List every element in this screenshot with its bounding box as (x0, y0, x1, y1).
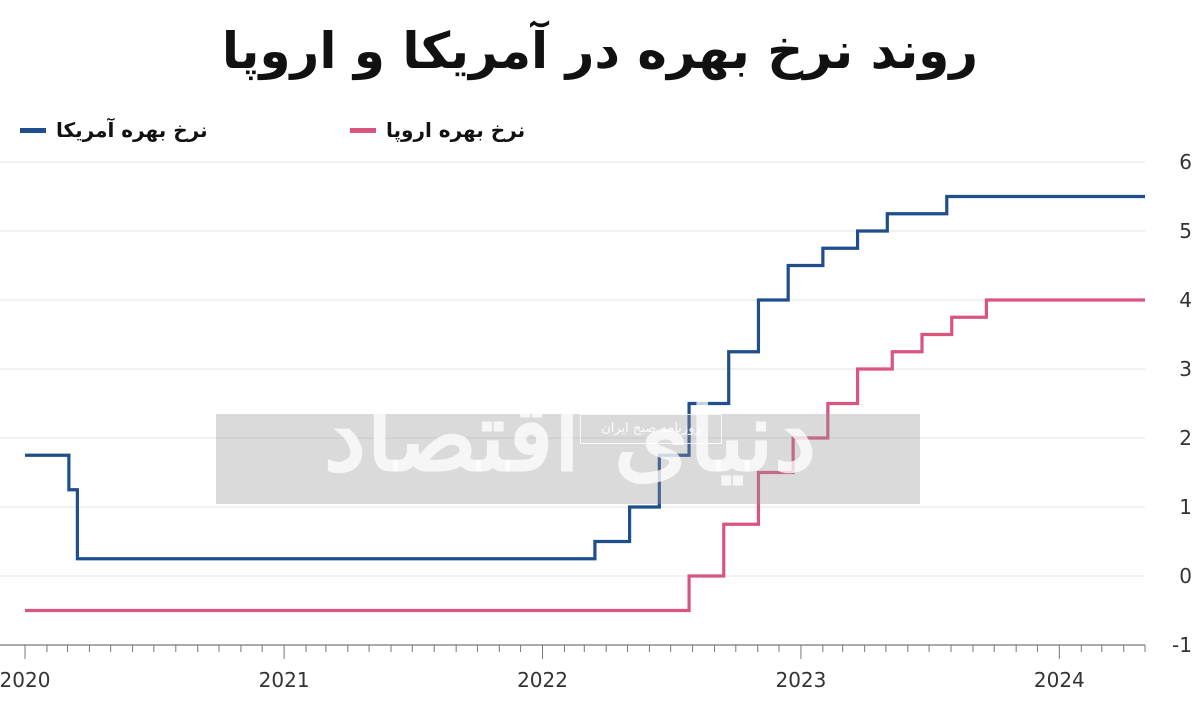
watermark-logo-text: دنیای اقتصاد (323, 380, 817, 493)
y-tick-label: 5 (1179, 219, 1192, 243)
y-tick-label: 3 (1179, 357, 1192, 381)
x-tick-label: 2024 (1034, 668, 1085, 692)
y-tick-label: -1 (1172, 633, 1192, 657)
x-tick-label: 2022 (517, 668, 568, 692)
series-line-eu (25, 298, 1145, 613)
y-tick-label: 2 (1179, 426, 1192, 450)
legend-swatch-us (20, 127, 46, 133)
y-tick-label: 6 (1179, 150, 1192, 174)
chart-title: روند نرخ بهره در آمریکا و اروپا (221, 22, 979, 80)
y-tick-label: 0 (1179, 564, 1192, 588)
legend-swatch-eu (350, 127, 376, 133)
watermark-subtitle: روزنامه صبح ایران (580, 414, 722, 444)
watermark-band (216, 414, 920, 504)
x-tick-label: 2023 (775, 668, 826, 692)
x-tick-label: 2020 (0, 668, 50, 692)
legend-label-eu: نرخ بهره اروپا (386, 118, 526, 142)
legend-item-us: نرخ بهره آمریکا (20, 118, 208, 142)
y-tick-label: 4 (1179, 288, 1192, 312)
series-line-us (25, 194, 1145, 561)
y-tick-label: 1 (1179, 495, 1192, 519)
legend-item-eu: نرخ بهره اروپا (350, 118, 525, 142)
x-tick-label: 2021 (259, 668, 310, 692)
legend-label-us: نرخ بهره آمریکا (56, 118, 208, 142)
